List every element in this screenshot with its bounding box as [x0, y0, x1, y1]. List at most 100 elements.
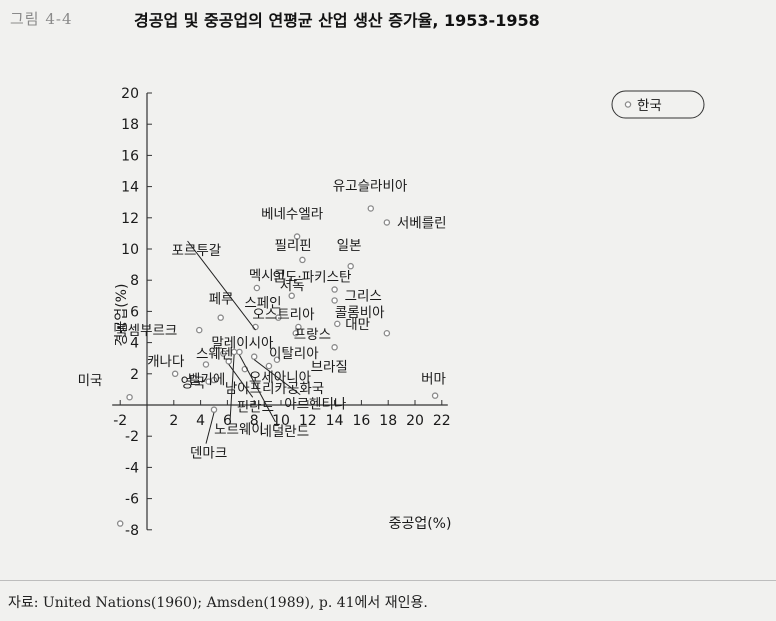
- point-label: 이탈리아: [269, 346, 319, 362]
- leader-line: [187, 240, 256, 331]
- data-point: [367, 205, 375, 212]
- data-point: [116, 520, 124, 527]
- point-label: 미국: [78, 373, 103, 389]
- point-label: 베네수엘라: [261, 207, 324, 223]
- x-tick-label: 4: [196, 413, 205, 429]
- data-point: [250, 353, 258, 360]
- point-label: 브라질: [311, 359, 348, 375]
- point-label: 영국: [181, 376, 206, 392]
- point-label: 멕시코: [249, 268, 286, 284]
- y-tick-label: 18: [121, 117, 139, 133]
- y-axis-label: 경공업(%): [114, 284, 130, 347]
- point-label: 네덜란드: [259, 424, 309, 440]
- data-point: [293, 233, 301, 240]
- point-label: 필리핀: [274, 238, 311, 254]
- x-tick-label: 14: [326, 413, 344, 429]
- y-tick-label: 8: [130, 273, 139, 289]
- data-point: [331, 344, 338, 351]
- x-tick-label: 2: [169, 413, 178, 429]
- data-point: [220, 350, 227, 357]
- point-label: 인도·파키스탄: [273, 270, 352, 286]
- y-tick-label: 16: [121, 148, 139, 164]
- data-point: [205, 378, 212, 385]
- data-point: [431, 392, 439, 399]
- data-point: [202, 361, 210, 368]
- point-label: 핀란드: [237, 399, 274, 415]
- point-label: 그리스: [345, 288, 382, 304]
- chart-legend: 한국: [611, 90, 705, 119]
- chart-ticks: 20 18 16 14 12 10 8 6 4 2 -2 -4 -6 -8 -2 2 4 6 8 10 12 14 16 18…: [113, 86, 450, 539]
- y-tick-label: -4: [125, 460, 139, 476]
- point-label: 노르웨이: [214, 422, 264, 438]
- point-label: 서베를린: [397, 215, 447, 231]
- y-tick-label: 4: [130, 336, 139, 352]
- point-label: 벨기에: [188, 372, 225, 388]
- data-point: [295, 323, 302, 331]
- chart-points: [116, 205, 439, 527]
- point-label: 오스트리아: [252, 307, 315, 323]
- point-label: 오세아니아: [249, 370, 312, 386]
- data-point: [265, 362, 273, 370]
- point-label: 스웨덴: [196, 346, 233, 362]
- point-label: 스페인: [244, 296, 281, 312]
- leader-line: [229, 354, 235, 420]
- point-label: 남아프리카공화국: [225, 381, 324, 397]
- legend-label: 한국: [637, 98, 662, 114]
- y-tick-label: 6: [130, 304, 139, 320]
- leader-line: [239, 354, 276, 423]
- y-tick-label: 2: [130, 367, 139, 383]
- y-tick-label: 10: [121, 242, 139, 258]
- x-tick-label: 20: [406, 413, 424, 429]
- y-tick-label: 20: [121, 86, 139, 102]
- source-divider: [0, 580, 776, 581]
- data-point: [236, 348, 243, 356]
- point-label: 포르투갈: [172, 243, 222, 259]
- point-label: 캐나다: [147, 354, 185, 370]
- data-point: [273, 356, 281, 364]
- data-point: [126, 393, 133, 401]
- x-tick-label: 12: [299, 413, 317, 429]
- y-tick-label: -8: [125, 523, 139, 539]
- legend-marker: [624, 101, 632, 108]
- legend-box: [611, 90, 705, 119]
- x-tick-label: 16: [352, 413, 370, 429]
- point-label: 아르헨티나: [284, 397, 346, 413]
- leader-line: [205, 412, 215, 444]
- point-label: 버마: [421, 372, 446, 388]
- data-point: [217, 314, 224, 321]
- data-point: [334, 320, 341, 328]
- data-point: [275, 314, 282, 321]
- x-tick-label: 8: [250, 413, 259, 429]
- data-point: [196, 326, 203, 334]
- data-point: [299, 256, 306, 264]
- data-point: [383, 329, 391, 337]
- x-tick-label: 18: [379, 413, 397, 429]
- x-tick-label: -2: [113, 413, 127, 429]
- data-point: [292, 329, 299, 337]
- y-tick-label: -6: [125, 492, 139, 508]
- scatter-chart: 20 18 16 14 12 10 8 6 4 2 -2 -4 -6 -8 -2 2 4 6 8 10 12 14 16 18…: [78, 86, 705, 539]
- point-label: 덴마크: [190, 446, 227, 462]
- y-tick-label: 12: [121, 211, 139, 227]
- y-tick-label: -2: [125, 429, 139, 445]
- point-label: 서독: [280, 278, 305, 294]
- y-tick-label: 14: [121, 180, 139, 196]
- data-point: [225, 358, 232, 365]
- data-point: [331, 297, 338, 304]
- data-point: [171, 370, 179, 378]
- data-point: [210, 406, 218, 413]
- point-label: 페루: [209, 292, 234, 308]
- point-label: 대만: [345, 317, 370, 333]
- leader-line: [253, 359, 301, 396]
- point-label: 일본: [337, 238, 362, 254]
- data-point: [253, 284, 261, 292]
- x-tick-label: 22: [433, 413, 451, 429]
- point-label: 룩셈부르크: [115, 323, 177, 339]
- point-label: 프랑스: [294, 327, 331, 343]
- data-point: [288, 292, 295, 300]
- point-label: 콜롬비아: [335, 305, 385, 321]
- figure-label: 그림 4-4: [10, 10, 73, 28]
- point-label: 말레이시아: [211, 336, 274, 352]
- source-note: 자료: United Nations(1960); Amsden(1989), …: [8, 595, 428, 611]
